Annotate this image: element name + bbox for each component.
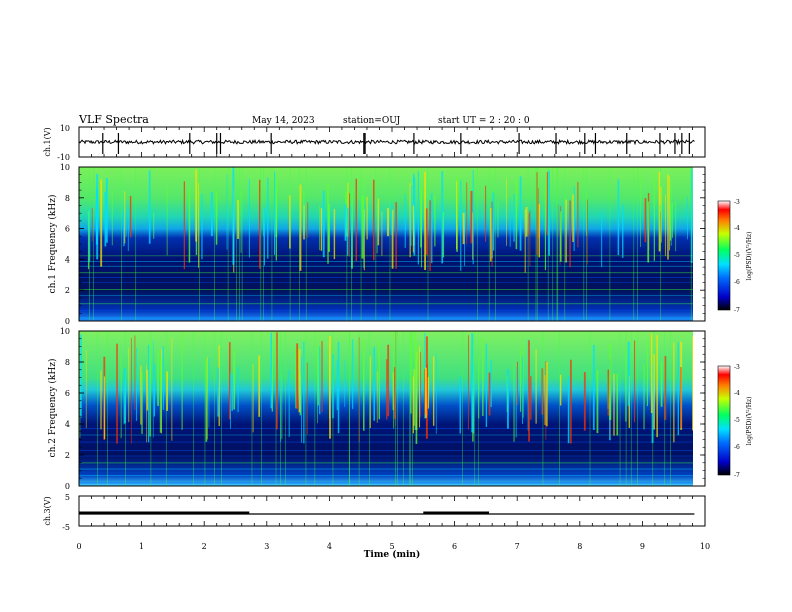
x-tick-label: 7 [515, 542, 520, 551]
time-axis: 0 1 2 3 4 5 6 7 8 9 10 [76, 542, 710, 551]
ch2-ytick-label: 2 [65, 451, 70, 460]
ch2-spectrogram-panel: 0 2 4 6 8 10 ch.2 Frequency (kHz) [47, 327, 706, 491]
start-time-label: start UT = 2 : 20 : 0 [438, 116, 530, 126]
ch1-ytick-bottom: -10 [57, 153, 70, 162]
station-label: station=OUJ [343, 116, 401, 126]
ch1-ytick-label: 4 [65, 255, 70, 264]
ch1-spectrogram-background [79, 167, 693, 321]
date-label: May 14, 2023 [252, 116, 315, 126]
ch1-waveform-trace [78, 138, 695, 146]
ch1-ytick-label: 0 [65, 317, 70, 326]
ch1-colorbar-tick: -7 [734, 307, 740, 314]
x-tick-label: 2 [202, 542, 207, 551]
ch1-ytick-top: 10 [60, 124, 70, 133]
ch3-waveform-panel: 5 -5 ch.3(V) [43, 493, 706, 532]
ch2-colorbar-label: log(PSD)(V²/Hz) [746, 397, 753, 446]
ch1-spectrogram-ylabel: ch.1 Frequency (kHz) [47, 195, 58, 294]
ch1-waveform-ylabel: ch.1(V) [43, 127, 52, 156]
ch2-colorbar-tick: -4 [734, 390, 740, 397]
ch2-colorbar-scale [717, 365, 731, 476]
ch1-ytick-label: 10 [60, 163, 70, 172]
ch1-spectrogram-marks [79, 167, 693, 321]
ch3-waveform-ticks [78, 496, 706, 526]
time-axis-label: Time (min) [364, 549, 421, 560]
ch1-colorbar-tick: -4 [734, 225, 740, 232]
ch1-ytick-label: 6 [65, 225, 70, 234]
ch1-ytick-label: 2 [65, 286, 70, 295]
ch1-waveform-panel: 10 -10 ch.1(V) [43, 124, 706, 162]
x-tick-label: 10 [700, 542, 710, 551]
x-tick-label: 9 [640, 542, 645, 551]
ch1-spectrogram-panel: 0 2 4 6 8 10 ch.1 Frequency (kHz) [47, 163, 706, 326]
ch3-ytick-bottom: -5 [62, 523, 70, 532]
ch2-ytick-label: 6 [65, 389, 70, 398]
ch1-waveform-ticks [78, 127, 706, 157]
ch2-colorbar-tick: -6 [734, 444, 740, 451]
ch2-ytick-label: 8 [65, 358, 70, 367]
ch2-spectrogram-marks [79, 331, 693, 486]
ch2-ytick-label: 4 [65, 420, 70, 429]
ch1-colorbar-tick: -6 [734, 279, 740, 286]
x-tick-label: 6 [452, 542, 457, 551]
ch1-colorbar-label: log(PSD)(V²/Hz) [746, 232, 753, 281]
ch2-colorbar-tick: -7 [734, 472, 740, 479]
x-tick-label: 1 [139, 542, 144, 551]
ch2-colorbar-tick: -5 [734, 417, 740, 424]
ch2-spectrogram-yticks: 0 2 4 6 8 10 [60, 327, 705, 491]
ch2-ytick-label: 10 [60, 327, 70, 336]
ch3-ytick-top: 5 [65, 493, 70, 502]
ch1-ytick-label: 8 [65, 194, 70, 203]
ch2-colorbar: -3 -4 -5 -6 -7 log(PSD)(V²/Hz) [717, 364, 753, 479]
ch3-waveform-trace [79, 511, 695, 515]
x-tick-label: 0 [76, 542, 81, 551]
ch1-spectrogram-yticks: 0 2 4 6 8 10 [60, 163, 705, 326]
ch1-colorbar-scale [717, 200, 731, 311]
ch3-waveform-ylabel: ch.3(V) [43, 496, 52, 525]
ch2-colorbar-tick: -3 [734, 364, 740, 371]
ch2-spectrogram-ylabel: ch.2 Frequency (kHz) [47, 359, 58, 458]
ch2-spectrogram-background [79, 331, 693, 486]
ch1-colorbar-tick: -3 [734, 199, 740, 206]
ch1-colorbar: -3 -4 -5 -6 -7 log(PSD)(V²/Hz) [717, 199, 753, 314]
ch1-colorbar-tick: -5 [734, 252, 740, 259]
x-tick-label: 5 [389, 542, 394, 551]
figure-title: VLF Spectra [78, 113, 149, 126]
x-tick-label: 8 [577, 542, 582, 551]
ch2-ytick-label: 0 [65, 482, 70, 491]
x-tick-label: 4 [327, 542, 332, 551]
x-tick-label: 3 [264, 542, 269, 551]
